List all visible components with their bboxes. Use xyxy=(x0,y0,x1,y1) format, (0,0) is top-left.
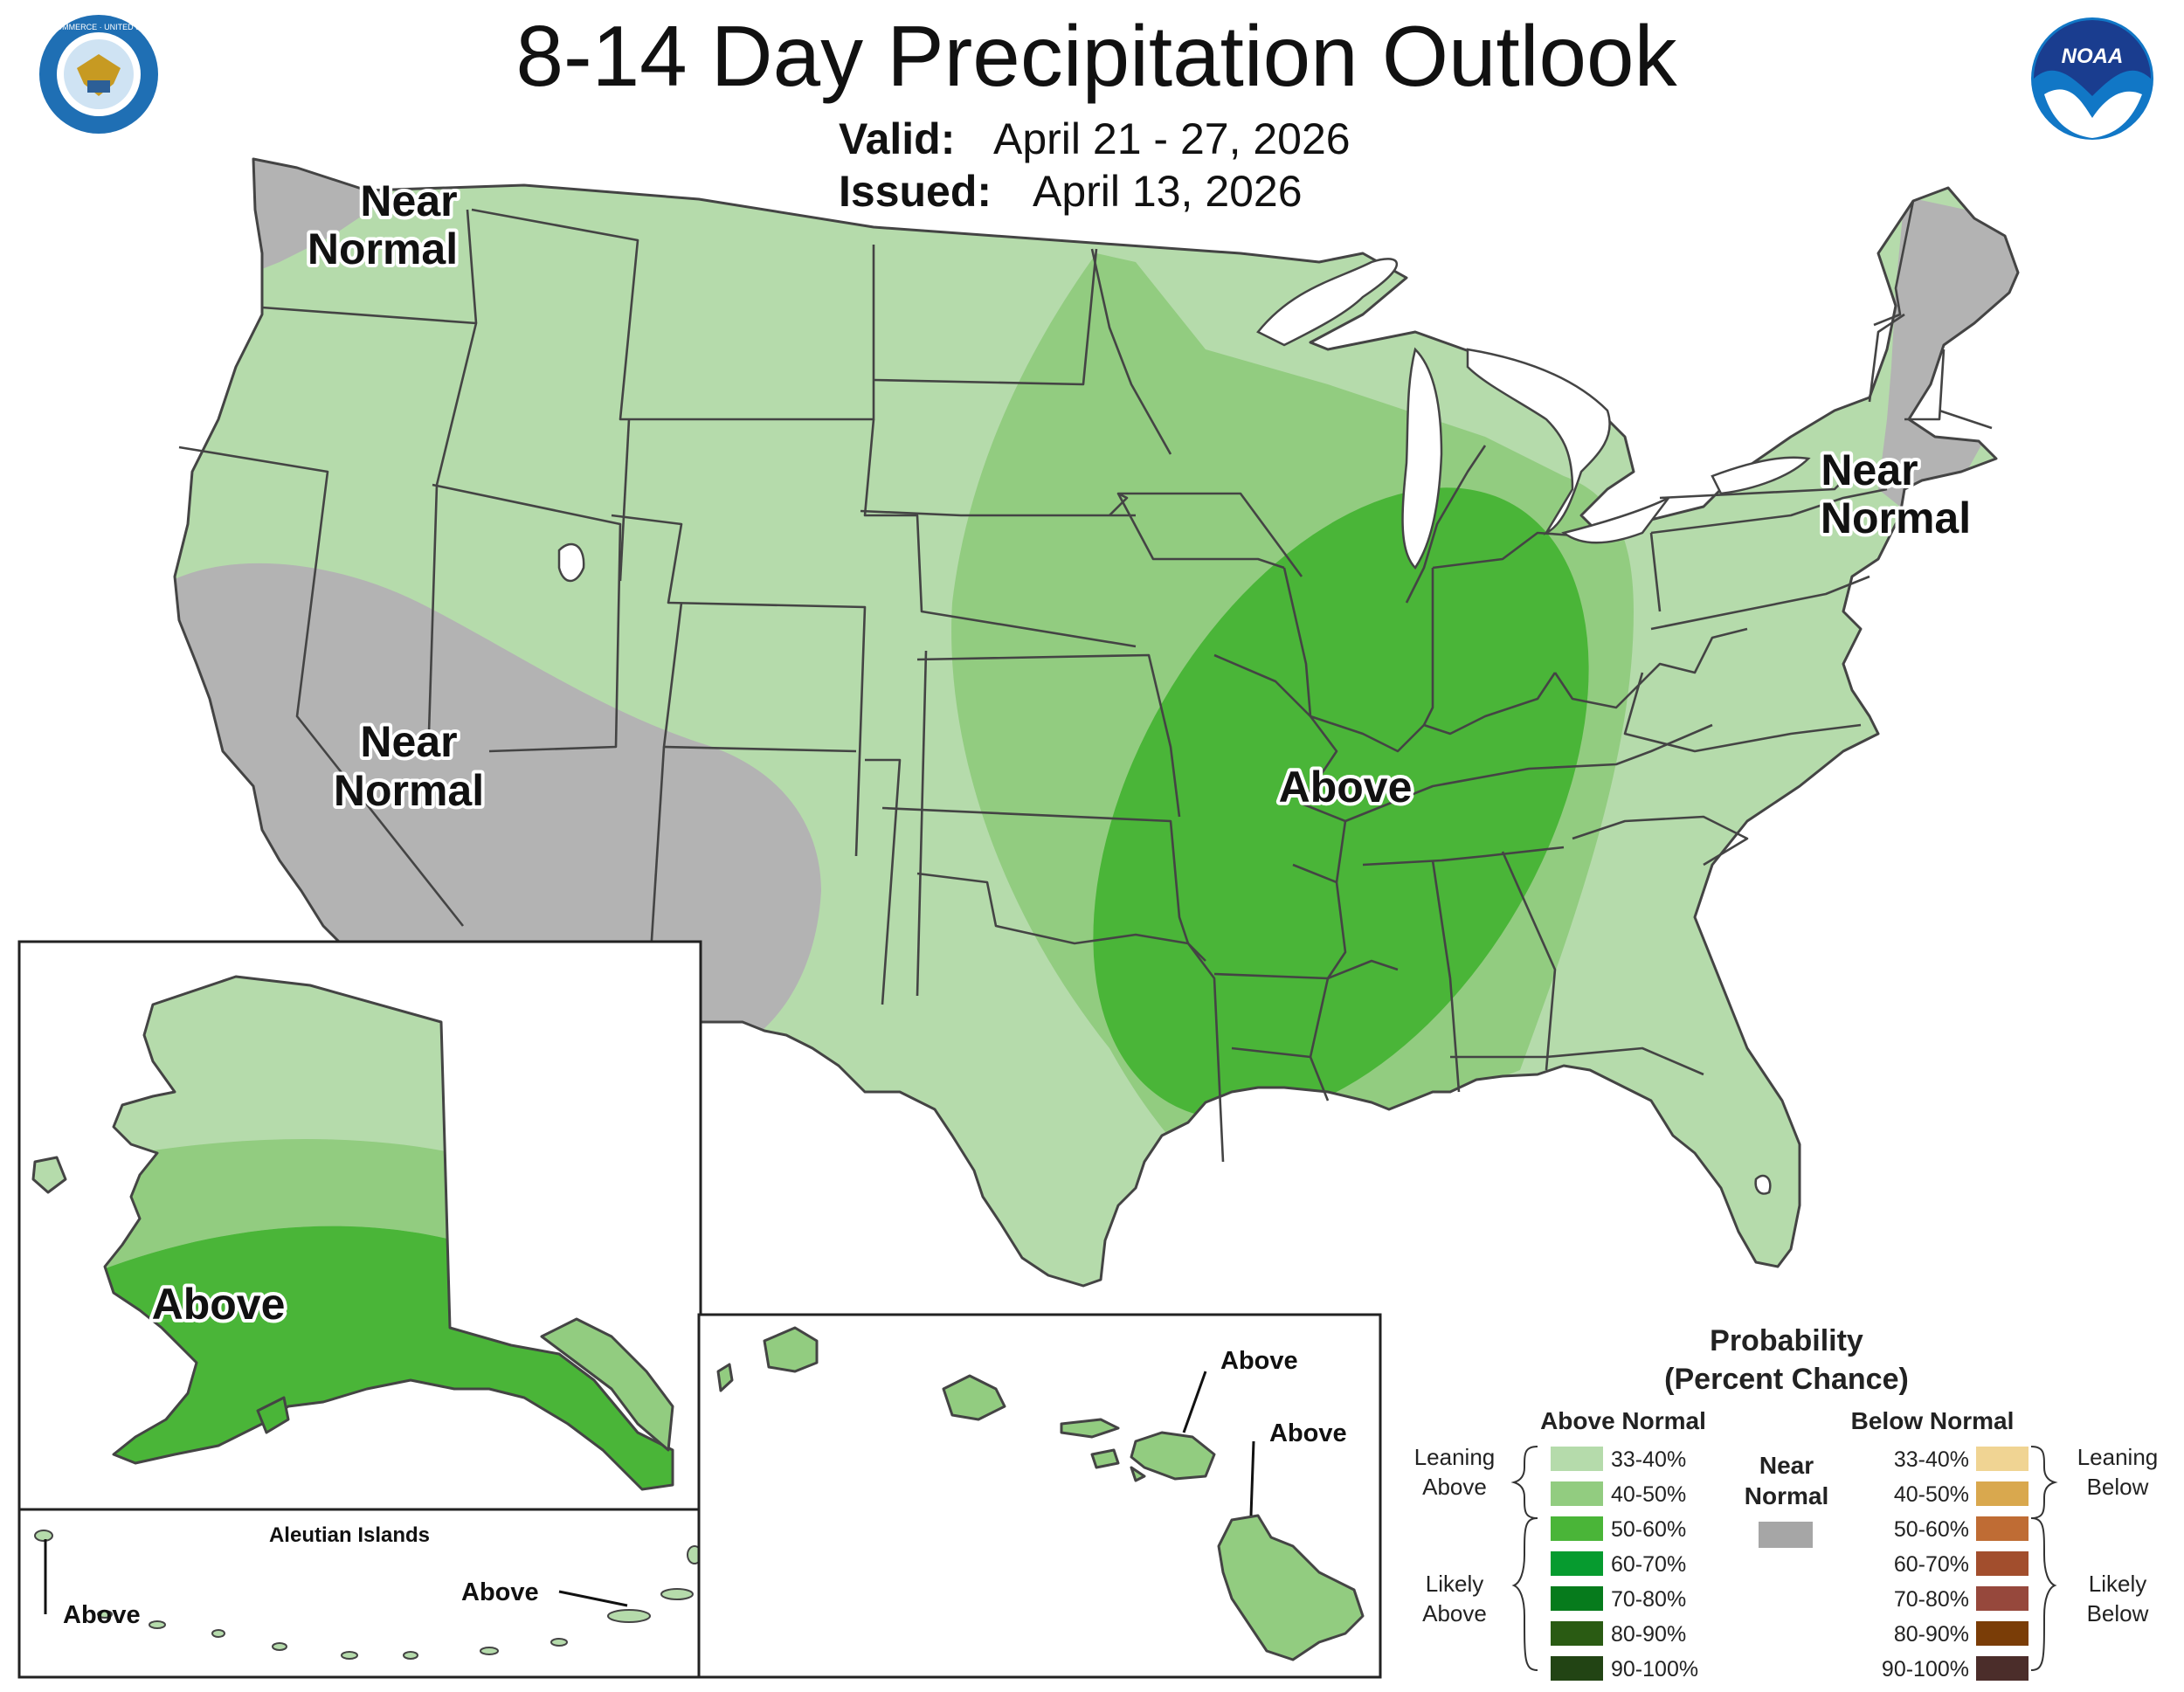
legend-above-label-5: 80-90% xyxy=(1611,1622,1686,1647)
alaska-40-50-band xyxy=(105,1138,454,1275)
alaska-outline xyxy=(103,975,674,1491)
legend-below-label-0: 33-40% xyxy=(1894,1447,1969,1472)
valid-dates: April 21 - 27, 2026 xyxy=(993,114,1351,163)
legend-below-swatch-0 xyxy=(1976,1447,2028,1471)
legend-near-line1: Near xyxy=(1759,1452,1814,1479)
legend-likely-above-line1: Likely xyxy=(1426,1571,1483,1597)
legend-above-swatch-2 xyxy=(1551,1516,1603,1541)
above-50-60-region xyxy=(1093,487,1589,1120)
label-near-normal-sw-line2: Normal xyxy=(334,766,484,815)
legend-above-swatch-0 xyxy=(1551,1447,1603,1471)
legend-above-swatches: 33-40% 40-50% 50-60% 60-70% 70-80% 80-90% 90-1… xyxy=(1551,1447,1698,1682)
legend-above-label-2: 50-60% xyxy=(1611,1517,1686,1542)
state-boundaries xyxy=(178,200,1993,1163)
alaska-inset: Above Aleutian Islands Above Above xyxy=(17,940,703,1679)
legend-leaning-above-line1: Leaning xyxy=(1414,1444,1496,1470)
legend-likely-above-line2: Above xyxy=(1422,1600,1487,1626)
aleutian-inset-frame xyxy=(17,1508,702,1679)
label-near-normal-sw-line1: Near xyxy=(360,717,457,766)
legend-below-label-5: 80-90% xyxy=(1894,1622,1969,1647)
noaa-logo: NOAA xyxy=(2031,17,2153,140)
issued-label: Issued: xyxy=(839,167,992,216)
legend-below-label-1: 40-50% xyxy=(1894,1482,1969,1507)
legend-above-label-3: 60-70% xyxy=(1611,1552,1686,1577)
legend-below-swatch-2 xyxy=(1976,1516,2028,1541)
label-hawaii-above-1: Above xyxy=(1220,1347,1298,1375)
seal-lettering: DEPARTMENT OF COMMERCE · UNITED STATES O… xyxy=(0,23,216,31)
near-normal-sw-region xyxy=(175,563,821,1039)
legend-leaning-below-line2: Below xyxy=(2087,1474,2149,1500)
legend-below-swatch-4 xyxy=(1976,1586,2028,1611)
issued-date: April 13, 2026 xyxy=(1033,167,1303,216)
label-above-center: Above xyxy=(1279,763,1413,811)
legend-below-swatch-3 xyxy=(1976,1551,2028,1576)
legend-likely-below-line1: Likely xyxy=(2089,1571,2146,1597)
legend-leaning-below-line1: Leaning xyxy=(2077,1444,2159,1470)
legend-below-label-3: 60-70% xyxy=(1894,1552,1969,1577)
legend-above-swatch-1 xyxy=(1551,1481,1603,1506)
legend-near-swatch xyxy=(1759,1522,1813,1548)
legend: Probability (Percent Chance) Above Norma… xyxy=(1414,1324,2159,1682)
legend-below-swatch-1 xyxy=(1976,1481,2028,1506)
legend-below-label-2: 50-60% xyxy=(1894,1517,1969,1542)
commerce-seal-logo: DEPARTMENT OF COMMERCE · UNITED STATES O… xyxy=(0,15,216,134)
great-lakes xyxy=(557,258,1811,1195)
legend-below-swatch-5 xyxy=(1976,1621,2028,1646)
label-near-normal-ne-line2: Normal xyxy=(1821,494,1971,542)
legend-likely-below-line2: Below xyxy=(2087,1600,2149,1626)
legend-leaning-above-line2: Above xyxy=(1422,1474,1487,1500)
legend-above-swatch-6 xyxy=(1551,1656,1603,1681)
label-hawaii-above-2: Above xyxy=(1269,1419,1347,1447)
legend-title-line1: Probability xyxy=(1710,1324,1863,1357)
legend-above-label-1: 40-50% xyxy=(1611,1482,1686,1507)
legend-below-label-4: 70-80% xyxy=(1894,1587,1969,1612)
legend-below-label-6: 90-100% xyxy=(1882,1657,1969,1682)
legend-above-label-6: 90-100% xyxy=(1611,1657,1698,1682)
label-alaska-above: Above xyxy=(152,1280,286,1329)
legend-above-swatch-4 xyxy=(1551,1586,1603,1611)
legend-below-header: Below Normal xyxy=(1851,1407,2015,1434)
hawaii-inset: Above Above xyxy=(697,1313,1382,1679)
legend-above-swatch-3 xyxy=(1551,1551,1603,1576)
legend-above-label-0: 33-40% xyxy=(1611,1447,1686,1472)
legend-above-header: Above Normal xyxy=(1540,1407,1706,1434)
legend-title-line2: (Percent Chance) xyxy=(1664,1363,1909,1396)
legend-near-line2: Normal xyxy=(1745,1482,1828,1509)
label-aleutian-above-right: Above xyxy=(461,1578,539,1606)
legend-above-swatch-5 xyxy=(1551,1621,1603,1646)
noaa-lettering: NOAA xyxy=(2062,45,2124,68)
legend-below-swatch-6 xyxy=(1976,1656,2028,1681)
map-title: 8-14 Day Precipitation Outlook xyxy=(515,8,1677,104)
hawaii-islands xyxy=(716,1326,1365,1661)
label-near-normal-nw-line1: Near xyxy=(360,176,457,225)
label-aleutian-above-left: Above xyxy=(63,1601,141,1629)
legend-above-label-4: 70-80% xyxy=(1611,1587,1686,1612)
alaska-panhandle xyxy=(540,1317,674,1452)
label-near-normal-nw-line2: Normal xyxy=(308,224,458,273)
legend-below-swatches: 33-40% 40-50% 50-60% 60-70% 70-80% 80-90% 90-1… xyxy=(1882,1447,2028,1682)
valid-label: Valid: xyxy=(839,114,955,163)
aleutian-title: Aleutian Islands xyxy=(269,1523,430,1547)
label-near-normal-ne-line1: Near xyxy=(1821,445,1918,494)
